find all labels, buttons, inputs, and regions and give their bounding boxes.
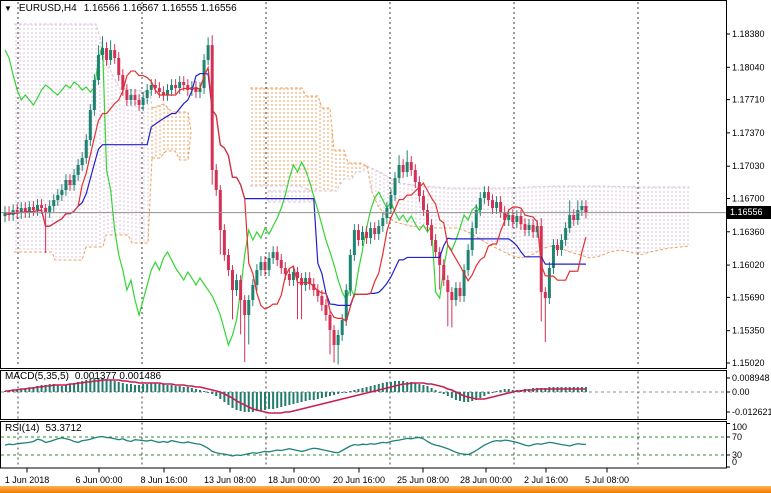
time-axis-label: 28 Jun 00:00 [460,475,512,485]
rsi-axis-label: 30 [732,450,742,460]
macd-pane-background[interactable] [0,370,727,420]
time-axis[interactable]: 1 Jun 2018 6 Jun 00:00 8 Jun 16:00 13 Jun 0… [5,468,629,486]
tenkan-sen-line [5,65,587,323]
time-axis-label: 5 Jul 08:00 [585,475,629,485]
symbol-timeframe-label: EURUSD,H4 [18,3,77,14]
rsi-axis-label: 70 [732,432,742,442]
macd-values: 0.001377 0.001486 [74,371,162,382]
chart-header: ▼ EURUSD,H4 1.16566 1.16567 1.16555 1.16… [4,3,237,14]
price-axis-label: 1.15350 [732,326,765,336]
price-axis-label: 1.16020 [732,260,765,270]
rsi-indicator [1,435,726,457]
macd-indicator [1,378,726,414]
macd-pane-border [0,370,727,420]
kijun-sen-line [5,72,586,306]
bottom-accent-bar [0,486,771,493]
price-axis-label: 1.15690 [732,292,765,302]
price-axis-label: 1.18040 [732,62,765,72]
rsi-value: 53.3712 [45,423,82,434]
time-axis-label: 18 Jun 00:00 [268,475,320,485]
main-pane-background[interactable] [0,0,727,369]
rsi-axis-label: 0 [732,457,737,467]
chikou-span-line [4,44,481,347]
rsi-axis-label: 100 [732,422,747,432]
grid-lines [17,2,639,467]
price-axis-label: 1.18380 [732,29,765,39]
time-axis-label: 25 Jun 08:00 [397,475,449,485]
price-axis-label: 1.17030 [732,161,765,171]
symbol-dropdown-icon[interactable]: ▼ [4,3,12,13]
time-axis-label: 2 Jul 16:00 [524,475,568,485]
time-axis-label: 6 Jun 00:00 [75,475,122,485]
macd-axis-label: 0.00 [732,387,750,397]
rsi-name: RSI(14) [5,423,40,434]
price-axis-label: 1.16360 [732,227,765,237]
current-price-badge: 1.16556 [727,206,771,219]
time-axis-label: 1 Jun 2018 [5,475,50,485]
ohlc-quotes-label: 1.16566 1.16567 1.16555 1.16556 [83,3,237,14]
price-axis-label: 1.17370 [732,128,765,138]
macd-indicator-label: MACD(5,35,5) 0.001377 0.001486 [5,371,161,382]
rsi-pane-border [0,421,727,469]
price-axis-label: 1.15020 [732,358,765,368]
time-axis-label: 20 Jun 16:00 [333,475,385,485]
macd-axis: 0.008948 0.00 -0.012621 [726,373,771,417]
rsi-indicator-label: RSI(14) 53.3712 [5,423,82,434]
ichimoku-cloud [14,23,691,261]
macd-name: MACD(5,35,5) [5,371,69,382]
main-pane-border [0,0,727,369]
macd-axis-label: -0.012621 [732,407,771,417]
price-axis-label: 1.17710 [732,95,765,105]
price-axis[interactable]: 1.18380 1.18040 1.17710 1.17370 1.17030 1.167… [726,29,765,368]
macd-axis-label: 0.008948 [732,373,770,383]
time-axis-label: 13 Jun 08:00 [204,475,256,485]
price-axis-label: 1.16700 [732,194,765,204]
time-axis-label: 8 Jun 16:00 [140,475,187,485]
